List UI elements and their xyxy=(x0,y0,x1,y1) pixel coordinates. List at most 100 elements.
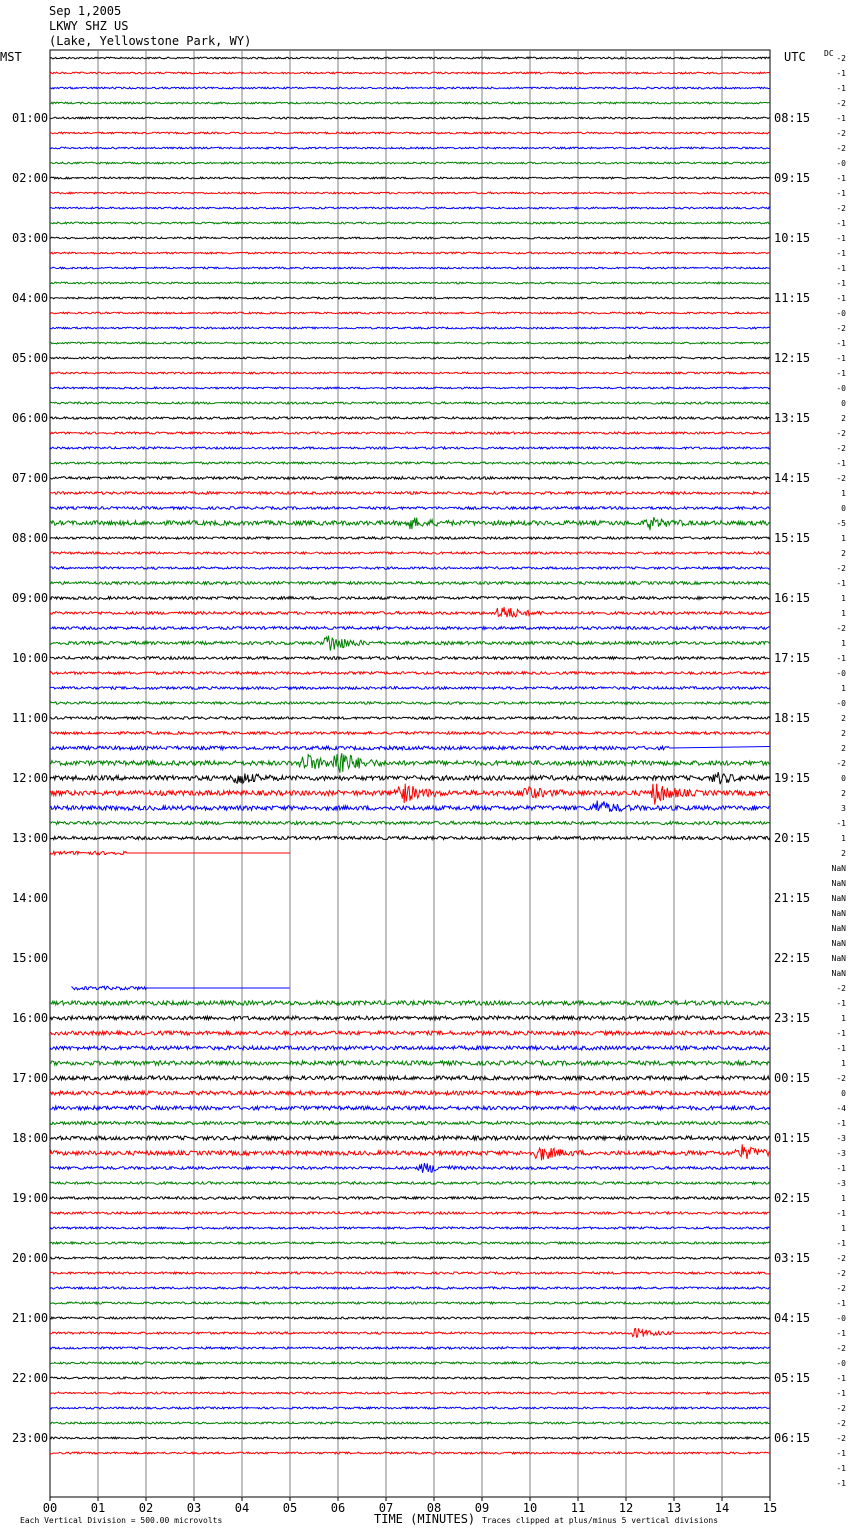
dc-offset-value: 0 xyxy=(841,774,846,783)
right-hour-label: 12:15 xyxy=(774,351,810,365)
dc-offset-value: NaN xyxy=(832,909,847,918)
left-hour-label: 04:00 xyxy=(12,291,48,305)
left-hour-label: 13:00 xyxy=(12,831,48,845)
trace-row xyxy=(49,1089,771,1097)
dc-offset-value: 1 xyxy=(841,684,846,693)
left-hour-label: 09:00 xyxy=(12,591,48,605)
x-tick-label: 08 xyxy=(427,1501,441,1515)
right-hour-label: 17:15 xyxy=(774,651,810,665)
dc-offset-value: -3 xyxy=(836,1134,846,1143)
dc-offset-value: -1 xyxy=(836,174,846,183)
dc-offset-value: NaN xyxy=(832,924,847,933)
trace-row xyxy=(49,176,771,180)
right-hour-label: 04:15 xyxy=(774,1311,810,1325)
right-hour-label: 02:15 xyxy=(774,1191,810,1205)
left-hour-label: 05:00 xyxy=(12,351,48,365)
dc-offset-value: -2 xyxy=(836,1254,846,1263)
dc-offset-value: NaN xyxy=(832,894,847,903)
trace-row xyxy=(49,1255,771,1261)
dc-offset-value: -2 xyxy=(836,474,846,483)
dc-offset-value: -3 xyxy=(836,1179,846,1188)
trace-row xyxy=(49,71,771,75)
trace-row xyxy=(49,606,771,618)
dc-offset-value: 1 xyxy=(841,834,846,843)
trace-row xyxy=(49,1180,771,1186)
dc-offset-value: NaN xyxy=(832,954,847,963)
trace-row xyxy=(49,580,771,586)
right-hour-label: 03:15 xyxy=(774,1251,810,1265)
dc-offset-value: -1 xyxy=(836,654,846,663)
dc-offset-value: -2 xyxy=(836,429,846,438)
trace-row xyxy=(49,700,771,706)
trace-row xyxy=(49,1435,771,1441)
dc-offset-value: -1 xyxy=(836,1239,846,1248)
trace-row xyxy=(49,655,771,661)
dc-offset-value: 1 xyxy=(841,639,846,648)
trace-row xyxy=(49,206,771,210)
right-hour-label: 10:15 xyxy=(774,231,810,245)
dc-offset-value: -1 xyxy=(836,279,846,288)
trace-row xyxy=(49,296,771,300)
dc-offset-value: 3 xyxy=(841,804,846,813)
trace-row xyxy=(49,1074,770,1082)
dc-offset-value: -1 xyxy=(836,1299,846,1308)
trace-row xyxy=(49,1390,771,1396)
right-hour-label: 15:15 xyxy=(774,531,810,545)
left-hour-label: 18:00 xyxy=(12,1131,48,1145)
dc-offset-value: -2 xyxy=(836,1269,846,1278)
x-tick-label: 06 xyxy=(331,1501,345,1515)
dc-offset-value: -1 xyxy=(836,459,846,468)
trace-row xyxy=(49,1210,771,1216)
dc-offset-value: -2 xyxy=(836,54,846,63)
mst-label: MST xyxy=(0,50,22,64)
trace-row xyxy=(49,819,771,826)
dc-offset-value: -1 xyxy=(836,1464,846,1473)
trace-row xyxy=(49,800,771,813)
right-hour-label: 16:15 xyxy=(774,591,810,605)
dc-offset-value: -3 xyxy=(836,1149,846,1158)
dc-offset-value: 1 xyxy=(841,489,846,498)
trace-row xyxy=(49,1285,771,1291)
x-tick-label: 04 xyxy=(235,1501,249,1515)
left-hour-label: 14:00 xyxy=(12,891,48,905)
dc-offset-value: 1 xyxy=(841,1194,846,1203)
trace-row xyxy=(49,326,771,330)
x-axis-label: TIME (MINUTES) xyxy=(374,1512,475,1526)
dc-offset-value: -2 xyxy=(836,99,846,108)
trace-row xyxy=(49,161,771,165)
trace-row xyxy=(49,783,771,805)
trace-row xyxy=(49,1240,771,1246)
dc-offset-value: -1 xyxy=(836,1044,846,1053)
left-hour-label: 10:00 xyxy=(12,651,48,665)
dc-offset-value: -1 xyxy=(836,1029,846,1038)
trace-row xyxy=(49,266,771,270)
trace-row xyxy=(49,1144,771,1161)
right-hour-label: 18:15 xyxy=(774,711,810,725)
dc-offset-value: -0 xyxy=(836,1314,846,1323)
trace-row xyxy=(49,744,670,752)
trace-row xyxy=(49,670,771,676)
x-tick-label: 07 xyxy=(379,1501,393,1515)
dc-offset-value: 0 xyxy=(841,504,846,513)
trace-row xyxy=(49,834,771,842)
right-hour-label: 20:15 xyxy=(774,831,810,845)
trace-row xyxy=(49,371,771,375)
trace-row xyxy=(49,445,771,451)
trace-row xyxy=(49,1315,771,1321)
dc-offset-value: -1 xyxy=(836,219,846,228)
dc-offset-value: 2 xyxy=(841,849,846,858)
left-hour-label: 22:00 xyxy=(12,1371,48,1385)
left-hour-label: 23:00 xyxy=(12,1431,48,1445)
trace-row xyxy=(49,550,771,556)
right-hour-label: 09:15 xyxy=(774,171,810,185)
trace-row xyxy=(49,1029,771,1037)
dc-offset-value: -2 xyxy=(836,984,846,993)
left-hour-label: 03:00 xyxy=(12,231,48,245)
left-hour-label: 16:00 xyxy=(12,1011,48,1025)
trace-row xyxy=(49,1300,771,1306)
dc-offset-value: -4 xyxy=(836,1104,846,1113)
trace-row xyxy=(49,236,770,240)
dc-offset-value: -1 xyxy=(836,264,846,273)
trace-flatline xyxy=(669,746,771,749)
